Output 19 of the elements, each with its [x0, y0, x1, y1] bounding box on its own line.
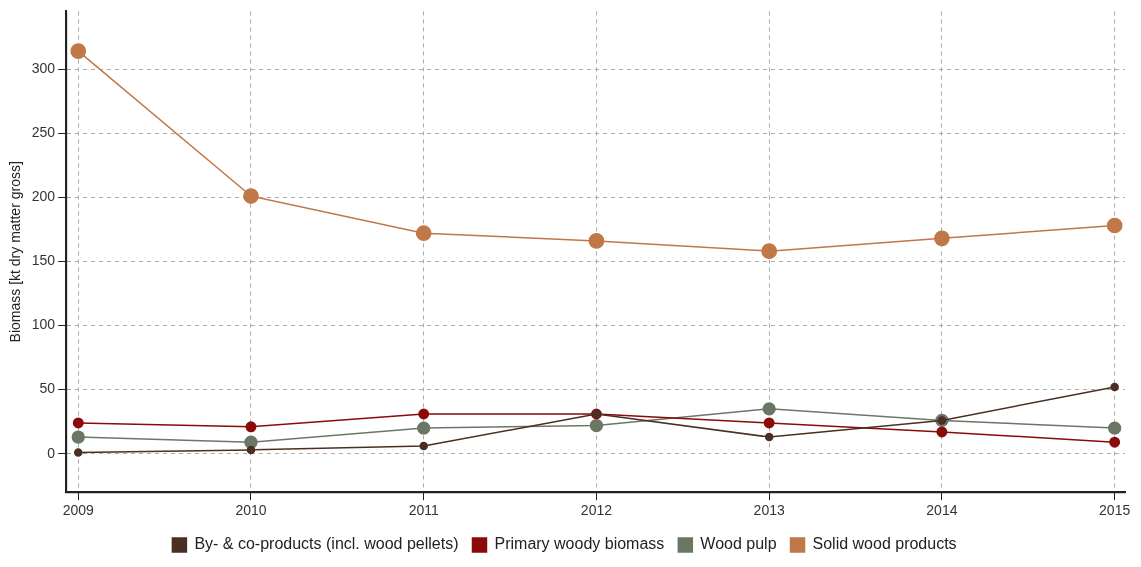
y-tick-label: 100 — [31, 316, 56, 333]
x-tick-label: 2015 — [1099, 502, 1131, 519]
y-tick-label: 50 — [39, 380, 56, 397]
y-axis-title: Biomass [kt dry matter gross] — [7, 161, 24, 343]
x-tick-label: 2009 — [62, 502, 95, 519]
x-tick-label: 2011 — [408, 502, 439, 519]
legend-label: Wood pulp — [700, 535, 777, 553]
y-tick-label: 150 — [31, 252, 56, 269]
x-tick-label: 2012 — [580, 502, 613, 519]
x-tick-label: 2013 — [753, 502, 785, 519]
legend-label: By- & co-products (incl. wood pellets) — [194, 535, 459, 553]
x-tick-label: 2014 — [926, 502, 958, 519]
y-tick-label: 250 — [31, 124, 56, 141]
legend-label: Solid wood products — [812, 535, 957, 553]
y-tick-label: 0 — [47, 444, 56, 461]
y-tick-label: 200 — [31, 188, 56, 205]
y-tick-label: 300 — [31, 59, 56, 76]
legend-label: Primary woody biomass — [494, 535, 665, 553]
x-tick-label: 2010 — [235, 502, 267, 519]
